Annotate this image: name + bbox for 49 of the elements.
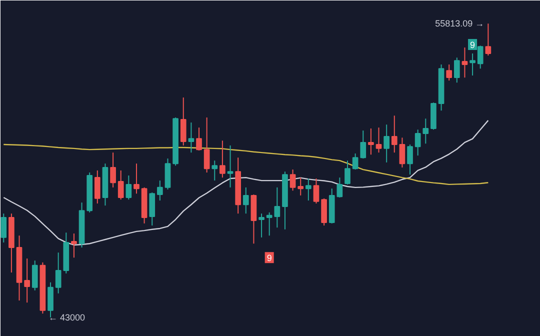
- candlestick: [196, 127, 202, 151]
- candlestick: [126, 174, 132, 200]
- candlestick: [454, 57, 460, 84]
- candlestick: [110, 152, 116, 188]
- candlestick: [313, 178, 320, 204]
- candlestick: [344, 160, 350, 185]
- candlestick: [94, 170, 100, 204]
- candlestick: [384, 124, 390, 163]
- candlestick: [71, 233, 77, 258]
- candlestick: [290, 169, 296, 192]
- candlestick: [399, 137, 406, 168]
- candlestick: [376, 127, 382, 154]
- candlestick: [149, 192, 156, 226]
- candlestick: [258, 213, 264, 238]
- candlestick: [212, 160, 218, 182]
- candlestick: [336, 177, 343, 198]
- candlestick: [298, 177, 304, 196]
- candlestick: [414, 129, 421, 156]
- candlestick: [305, 178, 312, 201]
- candlestick: [470, 52, 476, 76]
- candlestick: [24, 258, 30, 304]
- candlestick: [446, 64, 452, 82]
- candlestick: [227, 144, 234, 188]
- candlestick: [157, 180, 163, 201]
- candlestick: [55, 252, 62, 294]
- annotation: 9: [266, 253, 272, 264]
- candlestick: [0, 213, 7, 243]
- candlestick: [321, 198, 327, 226]
- candlestick: [485, 23, 492, 56]
- candlestick: [360, 130, 366, 160]
- candlestick: [164, 158, 171, 190]
- candlestick: [220, 140, 226, 178]
- annotation: ← 43000: [48, 312, 86, 322]
- candlestick: [118, 170, 124, 200]
- candlestick: [462, 47, 468, 78]
- candlestick: [391, 115, 398, 154]
- candlestick: [188, 122, 194, 154]
- candlestick: [204, 116, 210, 174]
- annotation: 9: [470, 40, 476, 50]
- candlestick: [242, 186, 249, 214]
- candlestick: [368, 128, 374, 156]
- candlestick: [32, 260, 38, 291]
- candlestick: [48, 282, 54, 318]
- candlestick: [407, 144, 413, 176]
- candlestick: [422, 118, 429, 144]
- annotation: 55813.09 →: [435, 18, 484, 29]
- candlestick: [134, 163, 140, 194]
- candlestick: [180, 97, 186, 146]
- candlestick: [352, 152, 358, 170]
